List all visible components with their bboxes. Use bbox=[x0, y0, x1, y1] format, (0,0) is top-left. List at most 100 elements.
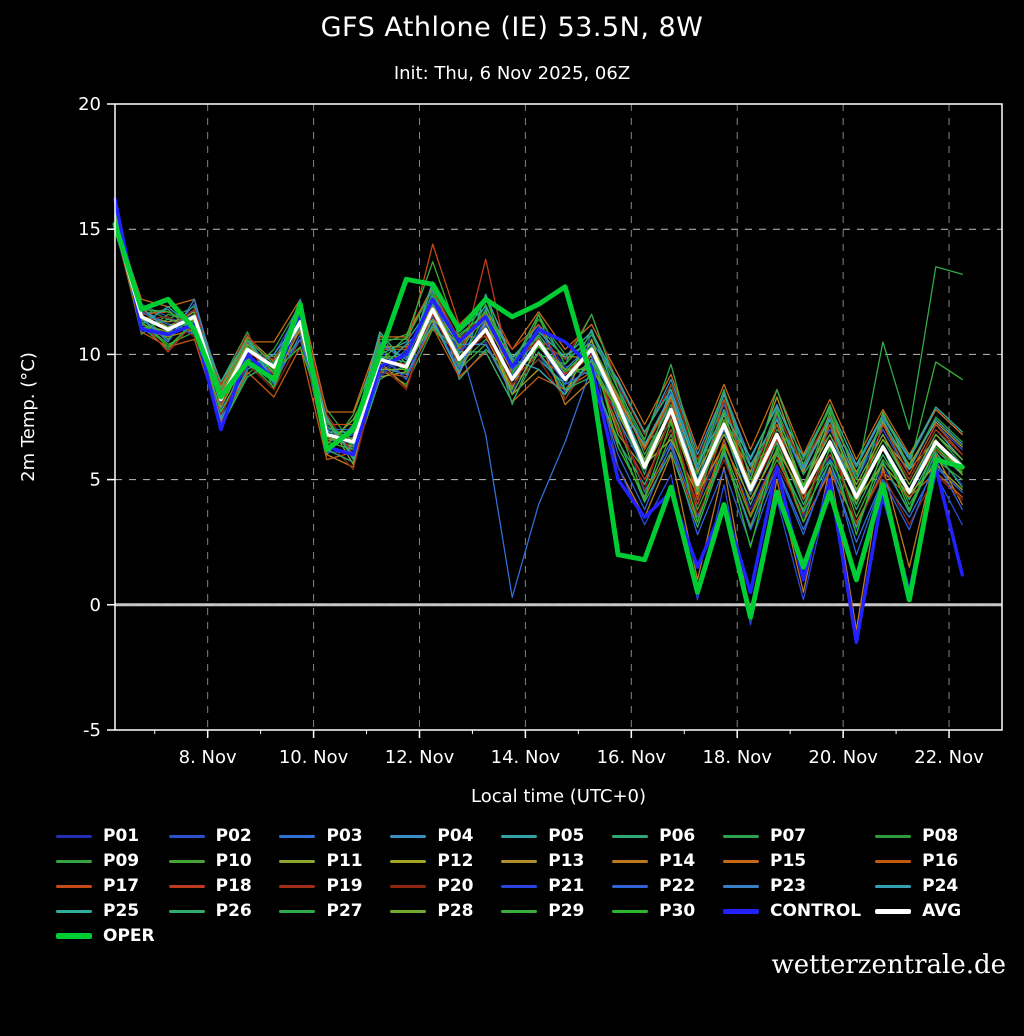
legend-swatch-p12 bbox=[390, 859, 427, 863]
legend-label-p25: P25 bbox=[103, 901, 140, 921]
legend-item-p24: P24 bbox=[875, 876, 972, 896]
legend-label-p05: P05 bbox=[548, 826, 585, 846]
legend-label-p28: P28 bbox=[437, 901, 474, 921]
legend-label-p15: P15 bbox=[769, 851, 807, 871]
legend-swatch-p08 bbox=[875, 834, 912, 838]
x-tick-label: 14. Nov bbox=[491, 747, 561, 768]
x-tick-label: 8. Nov bbox=[179, 747, 237, 768]
legend-swatch-avg bbox=[875, 908, 912, 914]
series-p16 bbox=[114, 226, 963, 523]
legend-swatch-p04 bbox=[390, 834, 427, 838]
legend-item-p08: P08 bbox=[875, 826, 972, 846]
legend-item-p19: P19 bbox=[279, 876, 376, 896]
legend-label-p30: P30 bbox=[659, 901, 696, 921]
legend-label-avg: AVG bbox=[922, 901, 962, 921]
legend-swatch-p06 bbox=[612, 834, 649, 838]
legend-label-p23: P23 bbox=[769, 876, 807, 896]
page: { "header": { "title": "GFS Athlone (IE)… bbox=[0, 12, 1024, 1036]
y-tick-label: 5 bbox=[90, 470, 101, 491]
legend-item-p01: P01 bbox=[56, 826, 155, 846]
legend-swatch-p14 bbox=[612, 859, 649, 863]
legend-label-p19: P19 bbox=[326, 876, 363, 896]
legend-label-p24: P24 bbox=[922, 876, 959, 896]
series-p20 bbox=[114, 228, 963, 526]
legend-item-oper: OPER bbox=[56, 926, 155, 946]
x-axis-title: Local time (UTC+0) bbox=[471, 786, 646, 807]
legend-label-p02: P02 bbox=[215, 826, 252, 846]
legend-item-p20: P20 bbox=[390, 876, 487, 896]
y-tick-label: 20 bbox=[78, 94, 101, 115]
legend-swatch-p05 bbox=[501, 834, 538, 838]
legend-item-p12: P12 bbox=[390, 851, 487, 871]
legend-item-p29: P29 bbox=[501, 901, 598, 921]
series-p27 bbox=[114, 228, 963, 481]
legend-swatch-p01 bbox=[56, 834, 92, 838]
legend-swatch-p26 bbox=[168, 909, 205, 913]
legend-item-p22: P22 bbox=[612, 876, 709, 896]
legend-swatch-p10 bbox=[168, 859, 205, 863]
chart-subtitle: Init: Thu, 6 Nov 2025, 06Z bbox=[393, 63, 631, 84]
legend: P01 P02 P03 P04 P05 P06 P07 P08 P09 P10 P11 P12 P13 P… bbox=[56, 826, 972, 946]
legend-item-p27: P27 bbox=[279, 901, 376, 921]
legend-label-p29: P29 bbox=[548, 901, 585, 921]
y-tick-label: -5 bbox=[83, 720, 101, 741]
legend-item-p25: P25 bbox=[56, 901, 155, 921]
legend-swatch-p21 bbox=[501, 884, 538, 888]
legend-swatch-p16 bbox=[875, 859, 912, 863]
watermark: wetterzentrale.de bbox=[771, 950, 1006, 980]
legend-item-p30: P30 bbox=[612, 901, 709, 921]
legend-label-p04: P04 bbox=[437, 826, 474, 846]
series-p15 bbox=[114, 221, 963, 461]
legend-item-p28: P28 bbox=[390, 901, 487, 921]
legend-label-p13: P13 bbox=[548, 851, 585, 871]
legend-swatch-oper bbox=[56, 933, 92, 939]
legend-item-p03: P03 bbox=[279, 826, 376, 846]
legend-label-p14: P14 bbox=[659, 851, 696, 871]
legend-item-avg: AVG bbox=[875, 901, 972, 921]
legend-item-p07: P07 bbox=[722, 826, 861, 846]
legend-swatch-p24 bbox=[875, 884, 912, 888]
legend-swatch-p23 bbox=[722, 884, 759, 888]
legend-item-p23: P23 bbox=[722, 876, 861, 896]
legend-label-p01: P01 bbox=[103, 826, 140, 846]
legend-item-p14: P14 bbox=[612, 851, 709, 871]
legend-label-p10: P10 bbox=[215, 851, 252, 871]
legend-label-p09: P09 bbox=[103, 851, 140, 871]
legend-swatch-p15 bbox=[722, 859, 759, 863]
legend-item-p18: P18 bbox=[168, 876, 266, 896]
x-tick-label: 18. Nov bbox=[702, 747, 772, 768]
y-axis-title: 2m Temp. (°C) bbox=[18, 352, 39, 482]
legend-swatch-p25 bbox=[56, 909, 92, 913]
legend-label-p20: P20 bbox=[437, 876, 474, 896]
series-p26 bbox=[114, 221, 963, 528]
legend-swatch-control bbox=[722, 908, 759, 914]
legend-swatch-p09 bbox=[56, 859, 92, 863]
y-tick-label: 10 bbox=[78, 344, 101, 365]
legend-item-p06: P06 bbox=[612, 826, 709, 846]
legend-label-p17: P17 bbox=[103, 876, 140, 896]
legend-swatch-p13 bbox=[501, 859, 538, 863]
legend-swatch-p19 bbox=[279, 884, 316, 888]
legend-item-p17: P17 bbox=[56, 876, 155, 896]
legend-label-p26: P26 bbox=[215, 901, 252, 921]
legend-item-p10: P10 bbox=[168, 851, 266, 871]
legend-swatch-p07 bbox=[722, 834, 759, 838]
legend-label-p06: P06 bbox=[659, 826, 696, 846]
legend-swatch-p29 bbox=[501, 909, 538, 913]
legend-item-p16: P16 bbox=[875, 851, 972, 871]
legend-swatch-p11 bbox=[279, 859, 316, 863]
legend-item-p02: P02 bbox=[168, 826, 266, 846]
legend-label-p08: P08 bbox=[922, 826, 959, 846]
legend-label-p27: P27 bbox=[326, 901, 363, 921]
legend-swatch-p03 bbox=[279, 834, 316, 838]
x-tick-label: 20. Nov bbox=[808, 747, 878, 768]
chart-title: GFS Athlone (IE) 53.5N, 8W bbox=[320, 12, 704, 43]
legend-item-p21: P21 bbox=[501, 876, 598, 896]
x-tick-label: 12. Nov bbox=[385, 747, 455, 768]
legend-item-p26: P26 bbox=[168, 901, 266, 921]
plot-border bbox=[114, 103, 1003, 731]
legend-swatch-p17 bbox=[56, 884, 92, 888]
legend-label-p21: P21 bbox=[548, 876, 585, 896]
legend-item-p04: P04 bbox=[390, 826, 487, 846]
y-tick-label: 15 bbox=[78, 219, 101, 240]
